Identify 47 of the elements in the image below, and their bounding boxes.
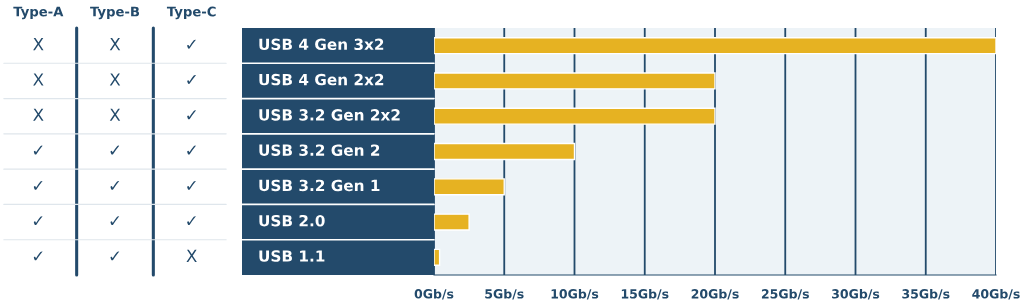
x-tick-label: 25Gb/s (761, 288, 809, 300)
bar (434, 213, 470, 231)
text: X (33, 108, 44, 121)
text: ✓ (110, 216, 120, 226)
y-tick-label: USB 3.2 Gen 2 (259, 144, 380, 156)
text: ✓ (110, 180, 120, 190)
text: ✓ (33, 251, 43, 261)
bar (434, 72, 716, 90)
text: X (33, 73, 44, 86)
text: ✓ (110, 145, 120, 155)
bar (434, 178, 505, 196)
text: ✓ (187, 216, 196, 226)
text: X (109, 38, 121, 51)
category-label: Type-A (13, 6, 64, 20)
x-tick-label: 15Gb/s (621, 288, 669, 300)
x-tick-label: 0Gb/s (414, 288, 454, 300)
bar (434, 248, 441, 266)
x-tick-label: 35Gb/s (902, 288, 950, 300)
category-label: Type-B (90, 6, 140, 20)
bar (434, 107, 716, 125)
text: X (186, 249, 197, 262)
y-tick-label: USB 2.0 (259, 214, 325, 227)
text: X (33, 38, 44, 51)
text: ✓ (187, 39, 196, 49)
x-tick-label: 10Gb/s (551, 288, 599, 300)
text: ✓ (110, 251, 120, 261)
y-tick-label: USB 3.2 Gen 1 (259, 179, 380, 192)
text: X (109, 108, 121, 121)
text: ✓ (187, 180, 196, 190)
category-label: Type-C (166, 6, 216, 20)
y-tick-label: USB 3.2 Gen 2x2 (259, 109, 400, 121)
x-tick-label: 20Gb/s (691, 288, 739, 300)
text: ✓ (187, 110, 196, 120)
y-tick-label: USB 4 Gen 2x2 (259, 73, 384, 86)
text: ✓ (187, 145, 196, 155)
text: X (109, 73, 121, 86)
bar (434, 142, 576, 161)
x-tick-label: 40Gb/s (972, 288, 1020, 300)
y-tick-label: USB 4 Gen 3x2 (259, 38, 384, 51)
x-tick-label: 5Gb/s (485, 288, 524, 300)
bar (434, 37, 996, 55)
x-tick-label: 30Gb/s (832, 288, 880, 300)
text: ✓ (187, 75, 196, 84)
y-tick-label: USB 1.1 (259, 250, 325, 262)
text: ✓ (33, 216, 43, 226)
text: ✓ (33, 145, 43, 155)
text: ✓ (33, 180, 43, 190)
